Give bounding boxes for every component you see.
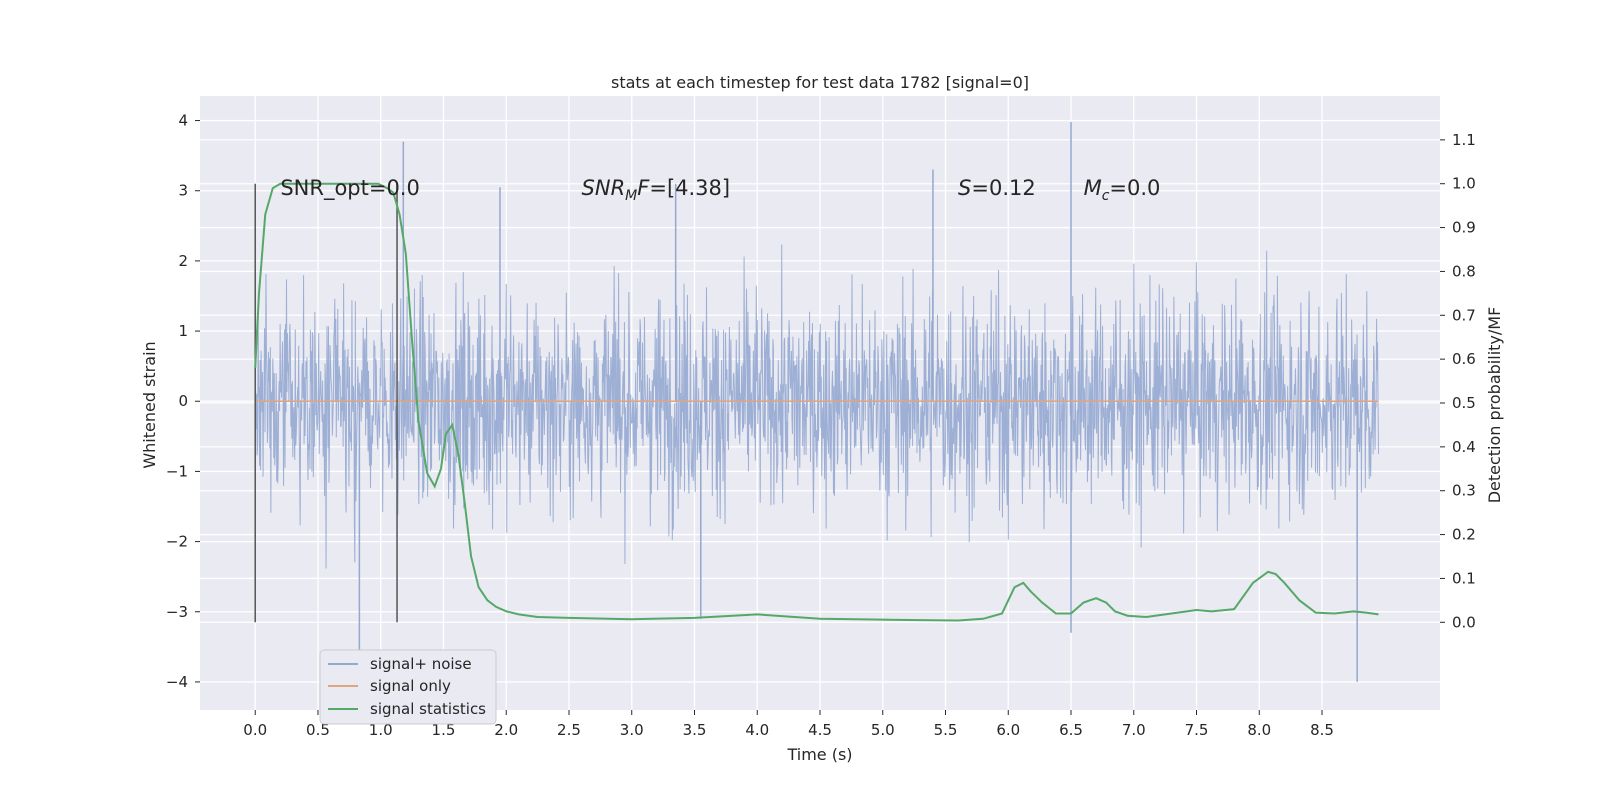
x-tick-label: 0.0 <box>243 721 267 739</box>
y-right-tick-label: 0.7 <box>1452 306 1476 324</box>
x-axis-label: Time (s) <box>786 745 852 764</box>
annotation-s-value: S=0.12 <box>958 176 1036 200</box>
legend: signal+ noise signal only signal statist… <box>319 649 497 725</box>
y-left-tick-label: −4 <box>166 673 188 691</box>
annotation-snr-mf: SNRMF=[4.38] <box>582 176 731 204</box>
x-tick-label: 7.0 <box>1122 721 1146 739</box>
x-tick-label: 0.5 <box>306 721 330 739</box>
x-tick-label: 6.5 <box>1059 721 1083 739</box>
y-right-tick-label: 0.3 <box>1452 482 1476 500</box>
y-right-tick-label: 0.9 <box>1452 219 1476 237</box>
y-left-tick-label: 4 <box>178 112 188 130</box>
x-tick-label: 4.0 <box>745 721 769 739</box>
x-tick-label: 5.0 <box>871 721 895 739</box>
noise-trace <box>254 244 1379 569</box>
annotation-mc-value: Mc=0.0 <box>1084 176 1161 204</box>
annotation-snr-opt: SNR_opt=0.0 <box>280 176 420 201</box>
x-tick-label: 7.5 <box>1185 721 1209 739</box>
x-tick-label: 3.5 <box>683 721 707 739</box>
y-right-tick-label: 0.0 <box>1452 613 1476 631</box>
series-signal-noise <box>254 121 1379 682</box>
x-tick-label: 5.5 <box>934 721 958 739</box>
y-right-tick-label: 0.8 <box>1452 262 1476 280</box>
x-tick-label: 8.5 <box>1310 721 1334 739</box>
y-left-tick-label: −1 <box>166 462 188 480</box>
y-right-tick-label: 0.6 <box>1452 350 1476 368</box>
x-tick-label: 6.0 <box>996 721 1020 739</box>
x-tick-label: 2.5 <box>557 721 581 739</box>
x-tick-label: 4.5 <box>808 721 832 739</box>
y-axis-right-label: Detection probability/MF <box>1485 307 1504 504</box>
x-tick-label: 2.0 <box>494 721 518 739</box>
x-tick-label: 8.0 <box>1247 721 1271 739</box>
x-tick-label: 1.0 <box>369 721 393 739</box>
y-right-tick-label: 0.4 <box>1452 438 1476 456</box>
annotations: SNR_opt=0.0 SNRMF=[4.38] S=0.12 Mc=0.0 <box>280 176 1160 204</box>
y-left-tick-label: −3 <box>166 603 188 621</box>
legend-label-signal-statistics: signal statistics <box>370 700 486 718</box>
legend-label-signal-only: signal only <box>370 677 451 695</box>
y-left-tick-label: 1 <box>178 322 188 340</box>
x-tick-label: 1.5 <box>432 721 456 739</box>
y-left-tick-label: 2 <box>178 252 188 270</box>
chart-title: stats at each timestep for test data 178… <box>611 73 1029 92</box>
y-right-tick-label: 0.2 <box>1452 526 1476 544</box>
y-axis-left-ticks: 4 3 2 1 0 −1 −2 −3 −4 <box>166 112 200 691</box>
legend-label-signal-noise: signal+ noise <box>370 655 472 673</box>
y-right-tick-label: 0.5 <box>1452 394 1476 412</box>
x-tick-label: 3.0 <box>620 721 644 739</box>
series-signal-statistics <box>254 182 1379 622</box>
x-axis-ticks: 0.0 0.5 1.0 1.5 2.0 2.5 3.0 3.5 4.0 4.5 5.0 5.5 6.0 6… <box>243 710 1334 739</box>
y-axis-left-label: Whitened strain <box>140 341 159 468</box>
y-axis-right-ticks: 1.1 1.0 0.9 0.8 0.7 0.6 0.5 0.4 0.3 0.2 0.1 0.0 <box>1440 131 1476 631</box>
y-right-tick-label: 0.1 <box>1452 569 1476 587</box>
y-right-tick-label: 1.0 <box>1452 175 1476 193</box>
y-left-tick-label: 0 <box>178 392 188 410</box>
y-right-tick-label: 1.1 <box>1452 131 1476 149</box>
y-left-tick-label: 3 <box>178 182 188 200</box>
statistics-line <box>254 182 1379 622</box>
y-left-tick-label: −2 <box>166 533 188 551</box>
legend-frame <box>319 649 497 725</box>
vertical-markers <box>254 183 398 623</box>
